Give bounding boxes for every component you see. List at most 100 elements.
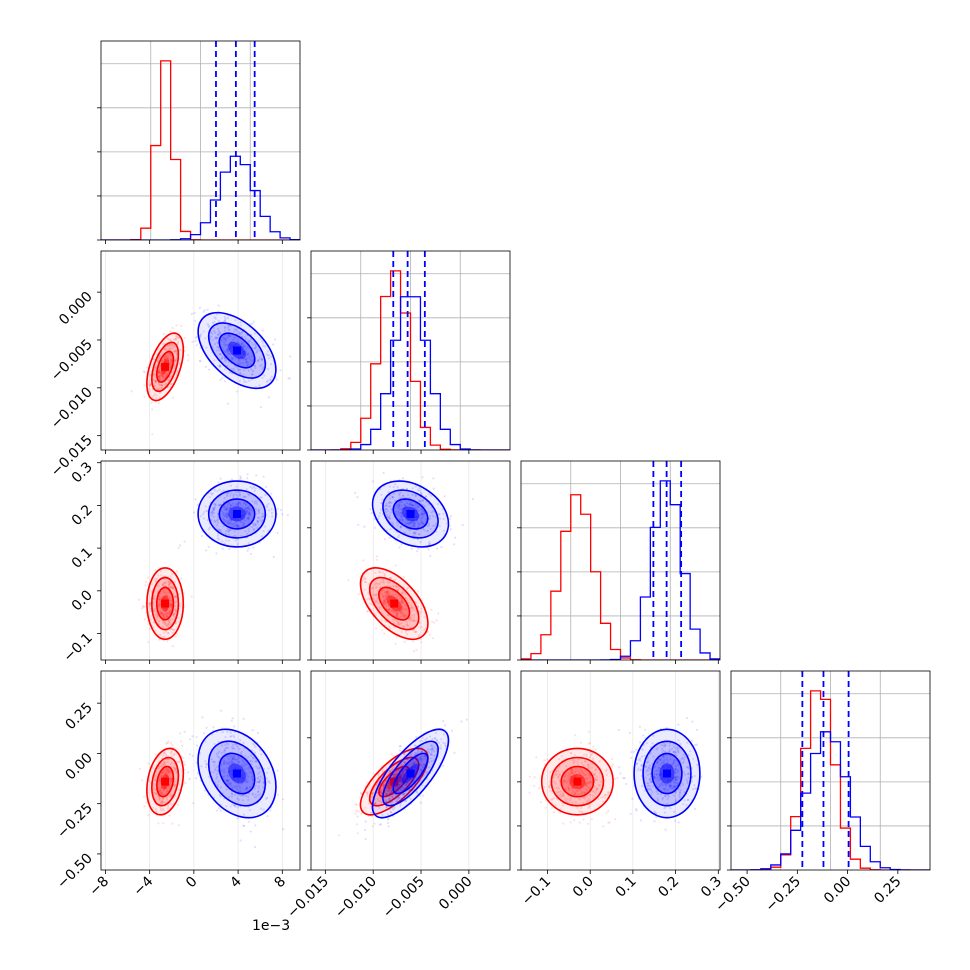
sample-point	[248, 821, 250, 823]
sample-point	[196, 744, 198, 746]
sample-point	[415, 736, 417, 738]
sample-point	[154, 569, 156, 571]
sample-point	[143, 796, 145, 798]
sample-point	[172, 645, 174, 647]
sample-point	[169, 330, 171, 332]
x-tick-label: 4	[227, 873, 245, 891]
sample-point	[195, 337, 197, 339]
sample-point	[228, 548, 230, 550]
sample-point	[177, 770, 179, 772]
sample-point	[203, 311, 205, 313]
sample-point	[281, 513, 283, 515]
sample-point	[546, 758, 548, 760]
sample-point	[195, 498, 197, 500]
sample-point	[356, 804, 358, 806]
sample-point	[437, 612, 439, 614]
sample-point	[391, 753, 393, 755]
sample-point	[187, 359, 189, 361]
density-peak	[390, 600, 398, 608]
sample-point	[232, 717, 234, 719]
sample-point	[570, 821, 572, 823]
density-peak	[161, 600, 169, 608]
sample-point	[201, 535, 203, 537]
sample-point	[197, 772, 199, 774]
sample-point	[553, 811, 555, 813]
sample-point	[534, 776, 536, 778]
sample-point	[287, 377, 289, 379]
sample-point	[588, 743, 590, 745]
sample-point	[201, 716, 203, 718]
sample-point	[171, 327, 173, 329]
sample-point	[163, 333, 165, 335]
sample-point	[453, 543, 455, 545]
sample-point	[609, 821, 611, 823]
sample-point	[619, 772, 621, 774]
sample-point	[195, 777, 197, 779]
sample-point	[535, 756, 537, 758]
sample-point	[147, 641, 149, 643]
sample-point	[432, 637, 434, 639]
sample-point	[176, 570, 178, 572]
sample-point	[224, 380, 226, 382]
sample-point	[400, 745, 402, 747]
sample-point	[607, 810, 609, 812]
x-tick-label: 8	[272, 874, 290, 892]
sample-point	[367, 610, 369, 612]
sample-point	[139, 768, 141, 770]
sample-point	[254, 824, 256, 826]
x-tick-label: −8	[86, 874, 112, 900]
y-tick-label: 0.0	[69, 587, 96, 614]
sample-point	[440, 546, 442, 548]
sample-point	[472, 498, 474, 500]
sample-point	[399, 749, 401, 751]
sample-point	[141, 607, 143, 609]
sample-point	[194, 312, 196, 314]
sample-point	[207, 309, 209, 311]
sample-point	[192, 755, 194, 757]
sample-point	[363, 526, 365, 528]
sample-point	[243, 825, 245, 827]
sample-point	[189, 738, 191, 740]
sample-point	[184, 782, 186, 784]
sample-point	[184, 540, 186, 542]
x-tick-label: −0.015	[284, 874, 332, 922]
sample-point	[399, 546, 401, 548]
sample-point	[347, 579, 349, 581]
sample-point	[252, 547, 254, 549]
sample-point	[606, 812, 608, 814]
sample-point	[574, 734, 576, 736]
sample-point	[356, 496, 358, 498]
sample-point	[370, 812, 372, 814]
sample-point	[540, 801, 542, 803]
sample-point	[239, 475, 241, 477]
sample-point	[387, 818, 389, 820]
sample-point	[416, 550, 418, 552]
sample-point	[462, 524, 464, 526]
sample-point	[436, 548, 438, 550]
sample-point	[203, 732, 205, 734]
sample-point	[276, 770, 278, 772]
sample-point	[356, 810, 358, 812]
sample-point	[268, 396, 270, 398]
sample-point	[451, 730, 453, 732]
sample-point	[205, 366, 207, 368]
sample-point	[252, 321, 254, 323]
sample-point	[146, 367, 148, 369]
sample-point	[143, 396, 145, 398]
y-tick-label: −0.005	[48, 336, 96, 384]
sample-point	[395, 643, 397, 645]
scatter-panel-3-0: −8 −4 0 4 8−0.50−0.250.000.25	[54, 671, 300, 899]
density-peak	[233, 770, 241, 778]
sample-point	[180, 740, 182, 742]
sample-point	[378, 773, 380, 775]
sample-point	[158, 402, 160, 404]
sample-point	[250, 553, 252, 555]
sample-point	[362, 559, 364, 561]
sample-point	[277, 508, 279, 510]
sample-point	[372, 825, 374, 827]
sample-point	[529, 792, 531, 794]
sample-point	[276, 378, 278, 380]
sample-point	[432, 477, 434, 479]
sample-point	[450, 528, 452, 530]
x-tick-label: 0.000	[436, 874, 476, 914]
